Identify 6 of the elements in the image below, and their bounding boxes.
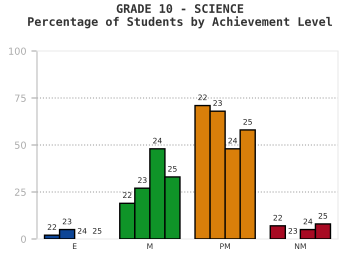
y-tick-label: 25 (14, 188, 26, 196)
chart-title: GRADE 10 - SCIENCE Percentage of Students by Achievement Level (28, 4, 332, 28)
y-tick-label: 0 (21, 235, 26, 243)
y-tick-label: 100 (9, 47, 26, 55)
y-tick-label: 75 (15, 94, 26, 102)
y-tick-label: 50 (14, 141, 26, 149)
